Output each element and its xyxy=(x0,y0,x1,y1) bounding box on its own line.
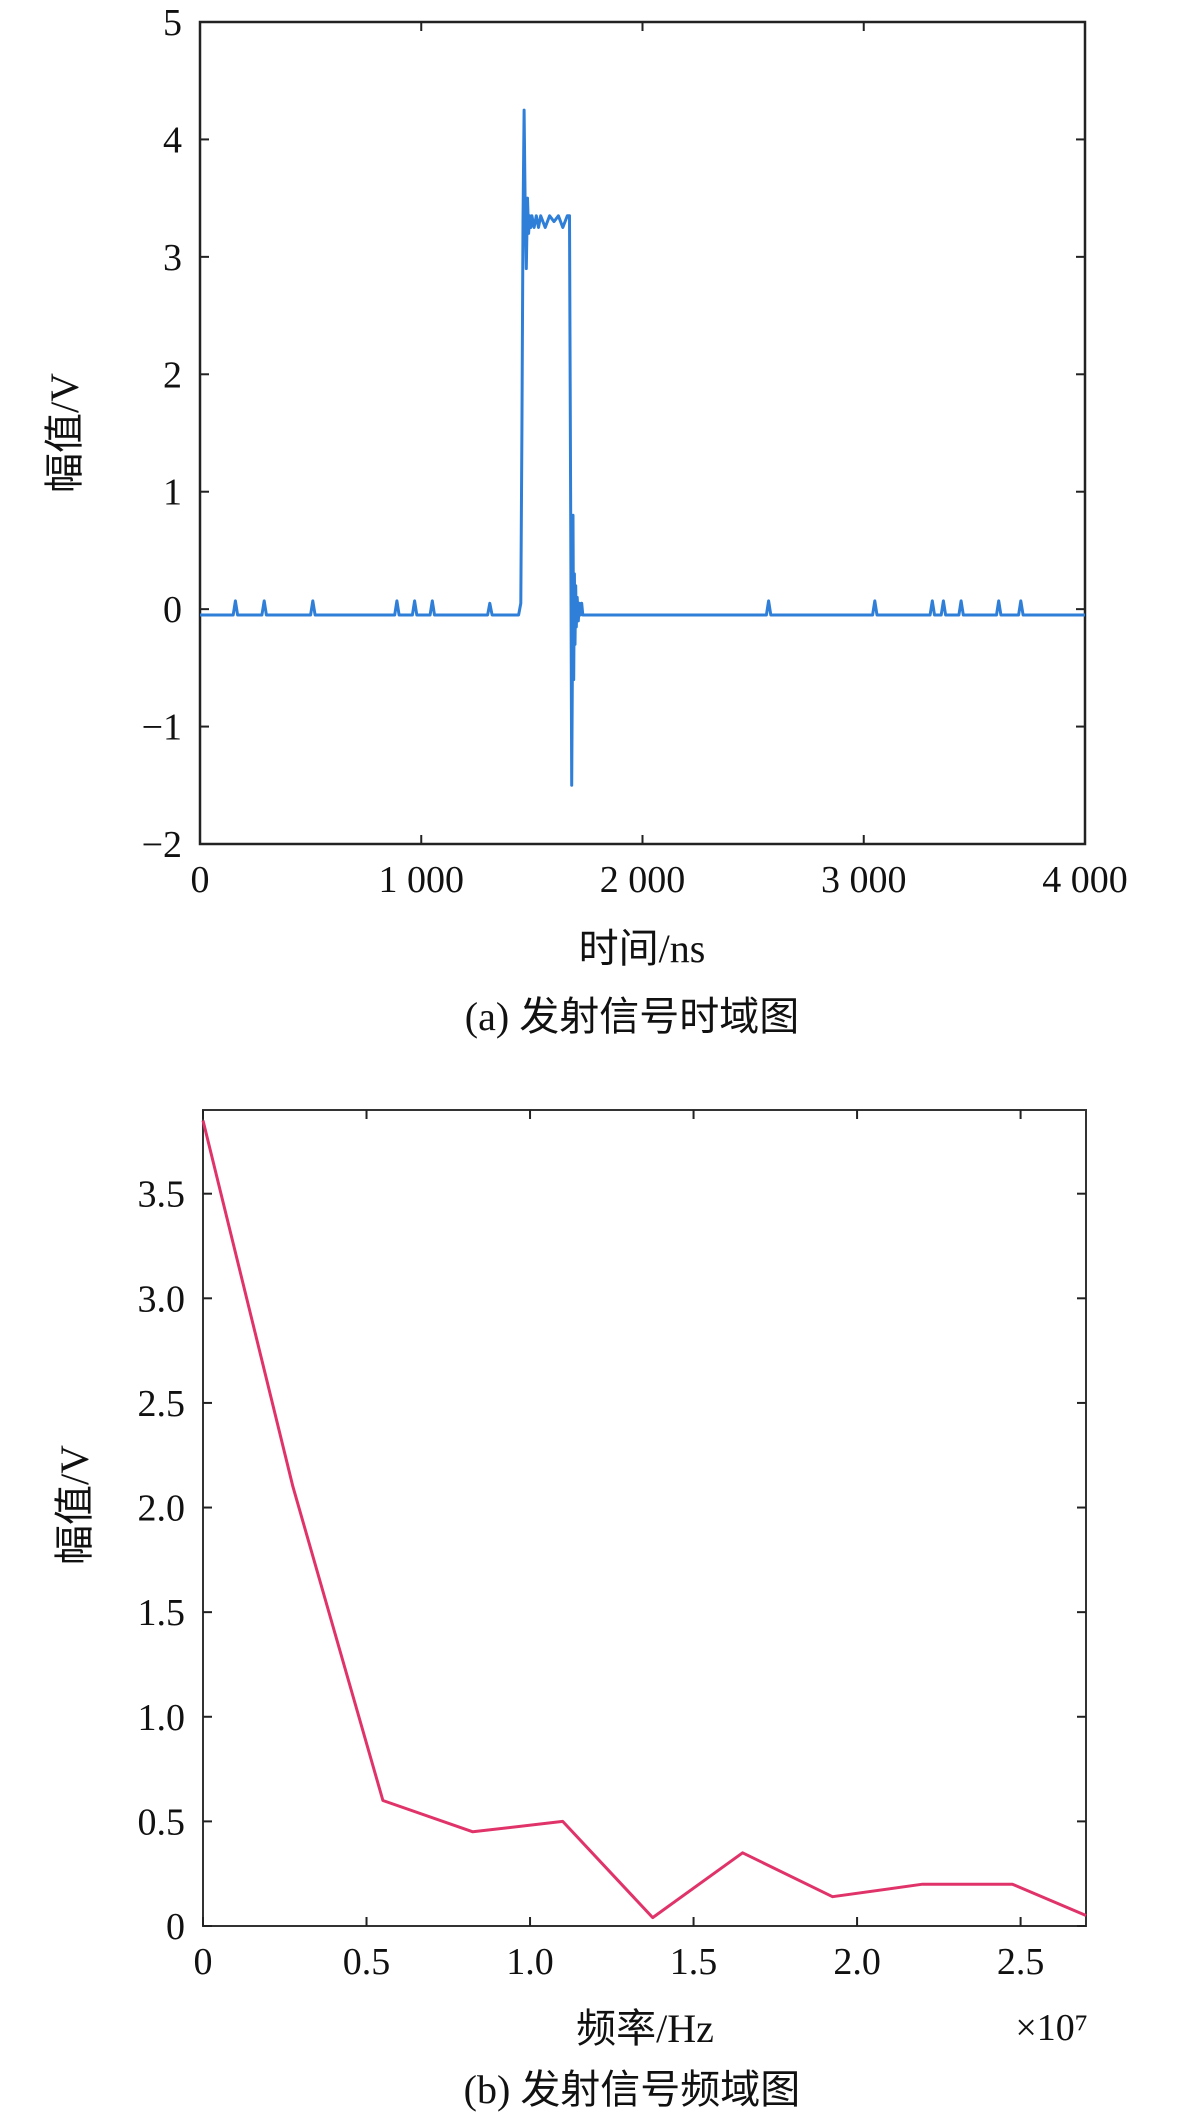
time-domain-y-tick-label: −1 xyxy=(142,707,182,749)
time-domain-y-tick-label: 2 xyxy=(163,354,182,396)
time-domain-series-line xyxy=(200,108,1085,787)
time-domain-y-tick-label: −2 xyxy=(142,824,182,866)
time-domain-x-tick-label: 1 000 xyxy=(379,859,465,901)
frequency-domain-plot-frame xyxy=(202,1109,1087,1927)
frequency-domain-caption: (b) 发射信号频域图 xyxy=(464,2067,801,2112)
frequency-domain-y-tick-label: 1.5 xyxy=(138,1592,186,1634)
time-domain-y-tick-label: 4 xyxy=(163,119,182,161)
frequency-domain-ticks: 0 0.5 1.0 1.5 2.0 2.5 0 0.5 1.0 1.5 2.0 2.5 3.0 3.5 xyxy=(138,1110,1086,1983)
frequency-domain-y-tick-label: 1.0 xyxy=(138,1697,186,1739)
frequency-domain-y-tick-label: 0.5 xyxy=(138,1801,186,1843)
time-domain-x-tick-label: 4 000 xyxy=(1042,859,1128,901)
frequency-domain-y-tick-label: 3.0 xyxy=(138,1278,186,1320)
frequency-domain-y-tick-label: 3.5 xyxy=(138,1174,186,1216)
frequency-domain-y-tick-label: 2.5 xyxy=(138,1383,186,1425)
frequency-domain-x-tick-label: 1.0 xyxy=(506,1941,554,1983)
frequency-domain-x-tick-label: 2.0 xyxy=(833,1941,881,1983)
time-domain-y-axis-label: 幅值/V xyxy=(42,373,87,493)
time-domain-x-axis-label: 时间/ns xyxy=(579,926,706,971)
frequency-domain-x-tick-label: 2.5 xyxy=(997,1941,1045,1983)
frequency-domain-x-tick-label: 0 xyxy=(194,1941,213,1983)
frequency-domain-y-axis-label: 幅值/V xyxy=(52,1445,97,1565)
time-domain-caption: (a) 发射信号时域图 xyxy=(465,994,799,1039)
frequency-domain-y-tick-label: 2.0 xyxy=(138,1488,186,1530)
time-domain-y-tick-label: 1 xyxy=(163,472,182,514)
time-domain-x-tick-label: 2 000 xyxy=(600,859,686,901)
time-domain-y-tick-label: 5 xyxy=(163,2,182,44)
time-domain-y-tick-label: 3 xyxy=(163,237,182,279)
time-domain-plot-frame xyxy=(198,20,1087,846)
frequency-domain-x-tick-label: 1.5 xyxy=(670,1941,718,1983)
frequency-domain-chart: 0 0.5 1.0 1.5 2.0 2.5 0 0.5 1.0 1.5 2.0 2.5 3.0 3.5 频… xyxy=(52,1109,1088,2112)
time-domain-x-tick-label: 3 000 xyxy=(821,859,907,901)
time-domain-chart: 0 1 000 2 000 3 000 4 000 −2 −1 0 1 2 3 4 5 时间/ns 幅值… xyxy=(42,2,1128,1039)
frequency-domain-series-line xyxy=(201,1120,1087,1920)
frequency-domain-x-axis-label: 频率/Hz xyxy=(576,2006,714,2051)
time-domain-ticks: 0 1 000 2 000 3 000 4 000 −2 −1 0 1 2 3 4 5 xyxy=(142,2,1128,901)
time-domain-x-tick-label: 0 xyxy=(191,859,210,901)
frequency-domain-x-multiplier: ×10⁷ xyxy=(1015,2007,1088,2049)
time-domain-y-tick-label: 0 xyxy=(163,589,182,631)
frequency-domain-x-tick-label: 0.5 xyxy=(343,1941,391,1983)
frequency-domain-y-tick-label: 0 xyxy=(166,1906,185,1948)
